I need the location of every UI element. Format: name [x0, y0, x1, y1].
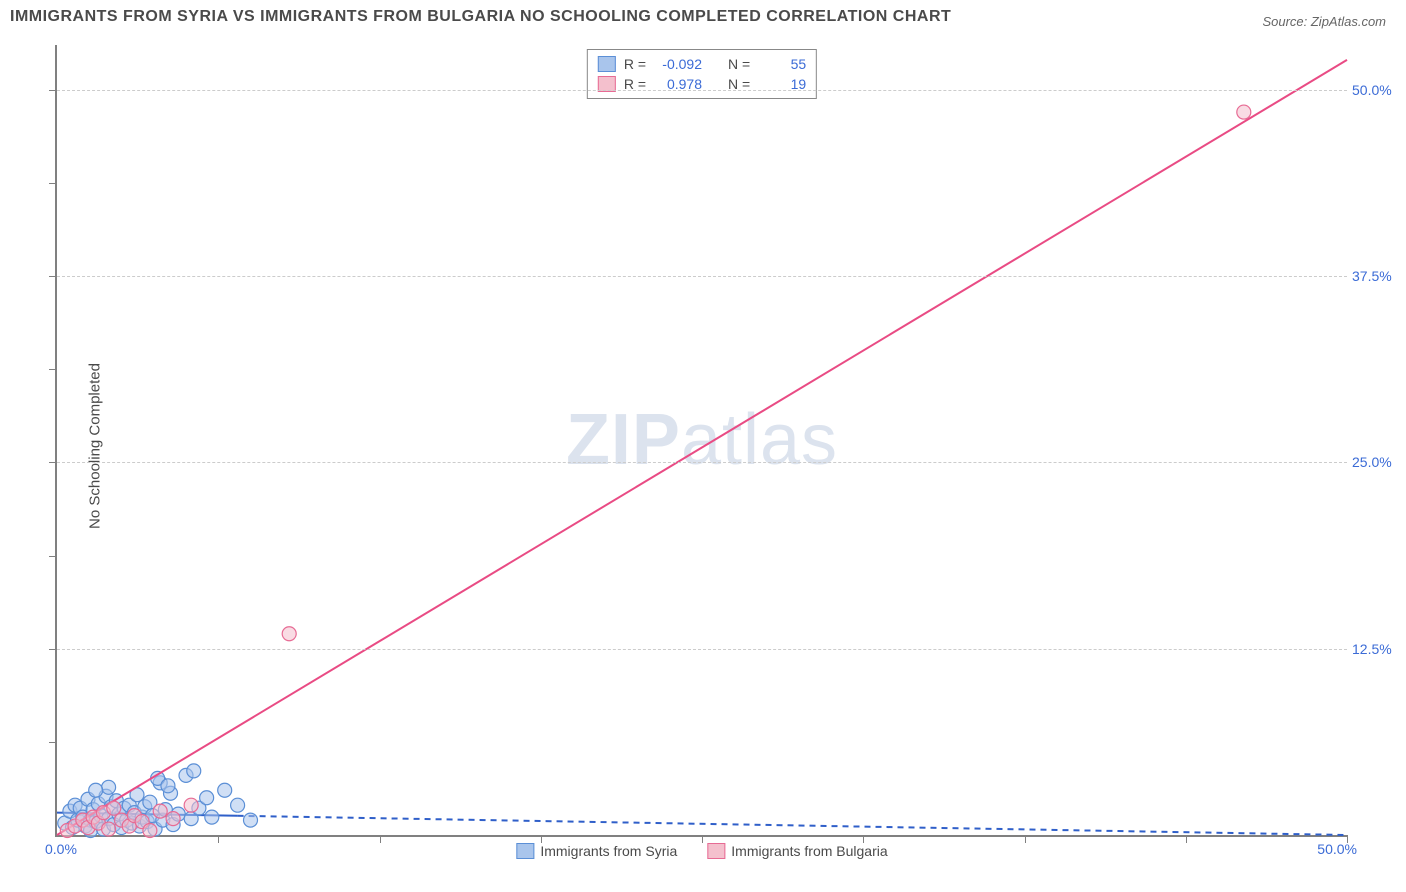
stat-n-value-1: 55 [758, 54, 806, 74]
y-tick [49, 369, 57, 370]
y-tick [49, 462, 57, 463]
y-tick-label: 37.5% [1352, 268, 1402, 284]
y-tick [49, 556, 57, 557]
legend-swatch-1 [516, 843, 534, 859]
source-attribution: Source: ZipAtlas.com [1262, 14, 1386, 29]
plot-svg [57, 45, 1347, 835]
y-tick [49, 276, 57, 277]
stat-row-series2: R = 0.978 N = 19 [598, 74, 806, 94]
legend-swatch-2 [707, 843, 725, 859]
stat-n-label: N = [728, 74, 750, 94]
legend-item-2: Immigrants from Bulgaria [707, 843, 887, 859]
legend-label-2: Immigrants from Bulgaria [731, 843, 887, 859]
stat-row-series1: R = -0.092 N = 55 [598, 54, 806, 74]
stat-r-label: R = [624, 54, 646, 74]
y-tick [49, 90, 57, 91]
x-origin-label: 0.0% [45, 841, 77, 857]
gridline [57, 462, 1347, 463]
x-tick [863, 835, 864, 843]
correlation-stats-box: R = -0.092 N = 55 R = 0.978 N = 19 [587, 49, 817, 99]
chart-title: IMMIGRANTS FROM SYRIA VS IMMIGRANTS FROM… [10, 8, 951, 26]
gridline [57, 276, 1347, 277]
chart-plot-area: ZIPatlas R = -0.092 N = 55 R = 0.978 N =… [55, 45, 1347, 837]
y-tick-label: 12.5% [1352, 641, 1402, 657]
stat-n-label: N = [728, 54, 750, 74]
x-tick [702, 835, 703, 843]
gridline [57, 649, 1347, 650]
legend: Immigrants from Syria Immigrants from Bu… [516, 843, 887, 859]
y-tick [49, 742, 57, 743]
stat-swatch-1 [598, 56, 616, 72]
stat-r-value-1: -0.092 [654, 54, 702, 74]
y-tick [49, 183, 57, 184]
legend-item-1: Immigrants from Syria [516, 843, 677, 859]
x-max-label: 50.0% [1317, 841, 1357, 857]
x-tick [541, 835, 542, 843]
stat-n-value-2: 19 [758, 74, 806, 94]
stat-r-label: R = [624, 74, 646, 94]
x-tick [218, 835, 219, 843]
x-tick [1025, 835, 1026, 843]
stat-r-value-2: 0.978 [654, 74, 702, 94]
x-tick [1347, 835, 1348, 843]
x-tick [1186, 835, 1187, 843]
y-tick-label: 50.0% [1352, 82, 1402, 98]
y-tick [49, 649, 57, 650]
legend-label-1: Immigrants from Syria [540, 843, 677, 859]
gridline [57, 90, 1347, 91]
x-tick [380, 835, 381, 843]
y-tick-label: 25.0% [1352, 454, 1402, 470]
